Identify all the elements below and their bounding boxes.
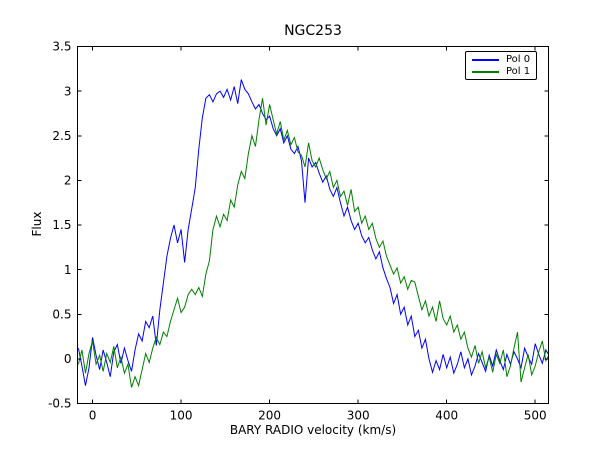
legend-entry-pol0: Pol 0 — [472, 54, 530, 65]
x-tick-label: 200 — [258, 408, 281, 422]
x-tick-label: 400 — [435, 408, 458, 422]
x-tick-label: 500 — [524, 408, 547, 422]
chart-title: NGC253 — [284, 23, 342, 39]
y-tick-label: 3 — [64, 84, 72, 98]
y-tick-label: 2.5 — [52, 129, 71, 143]
y-tick-label: -0.5 — [48, 397, 71, 411]
y-tick-label: 2 — [64, 174, 72, 188]
legend-line-sample-pol1 — [472, 70, 499, 73]
x-tick-label: 100 — [170, 408, 193, 422]
y-tick-label: 0 — [64, 352, 72, 366]
legend-entry-pol1: Pol 1 — [472, 66, 530, 77]
series-line-pol-0 — [77, 79, 549, 386]
y-tick-label: 1.5 — [52, 218, 71, 232]
y-axis-label: Flux — [30, 211, 44, 237]
legend: Pol 0 Pol 1 — [465, 51, 538, 80]
legend-line-sample-pol0 — [472, 58, 499, 61]
series-line-pol-1 — [77, 98, 549, 388]
x-axis-label: BARY RADIO velocity (km/s) — [229, 423, 397, 437]
legend-label-pol1: Pol 1 — [506, 66, 531, 77]
y-tick-label: 0.5 — [52, 307, 71, 321]
x-tick-label: 0 — [89, 408, 97, 422]
legend-label-pol0: Pol 0 — [506, 54, 531, 65]
x-tick-label: 300 — [347, 408, 370, 422]
y-tick-label: 3.5 — [52, 40, 71, 54]
y-tick-label: 1 — [64, 263, 72, 277]
axes-frame — [77, 46, 549, 404]
